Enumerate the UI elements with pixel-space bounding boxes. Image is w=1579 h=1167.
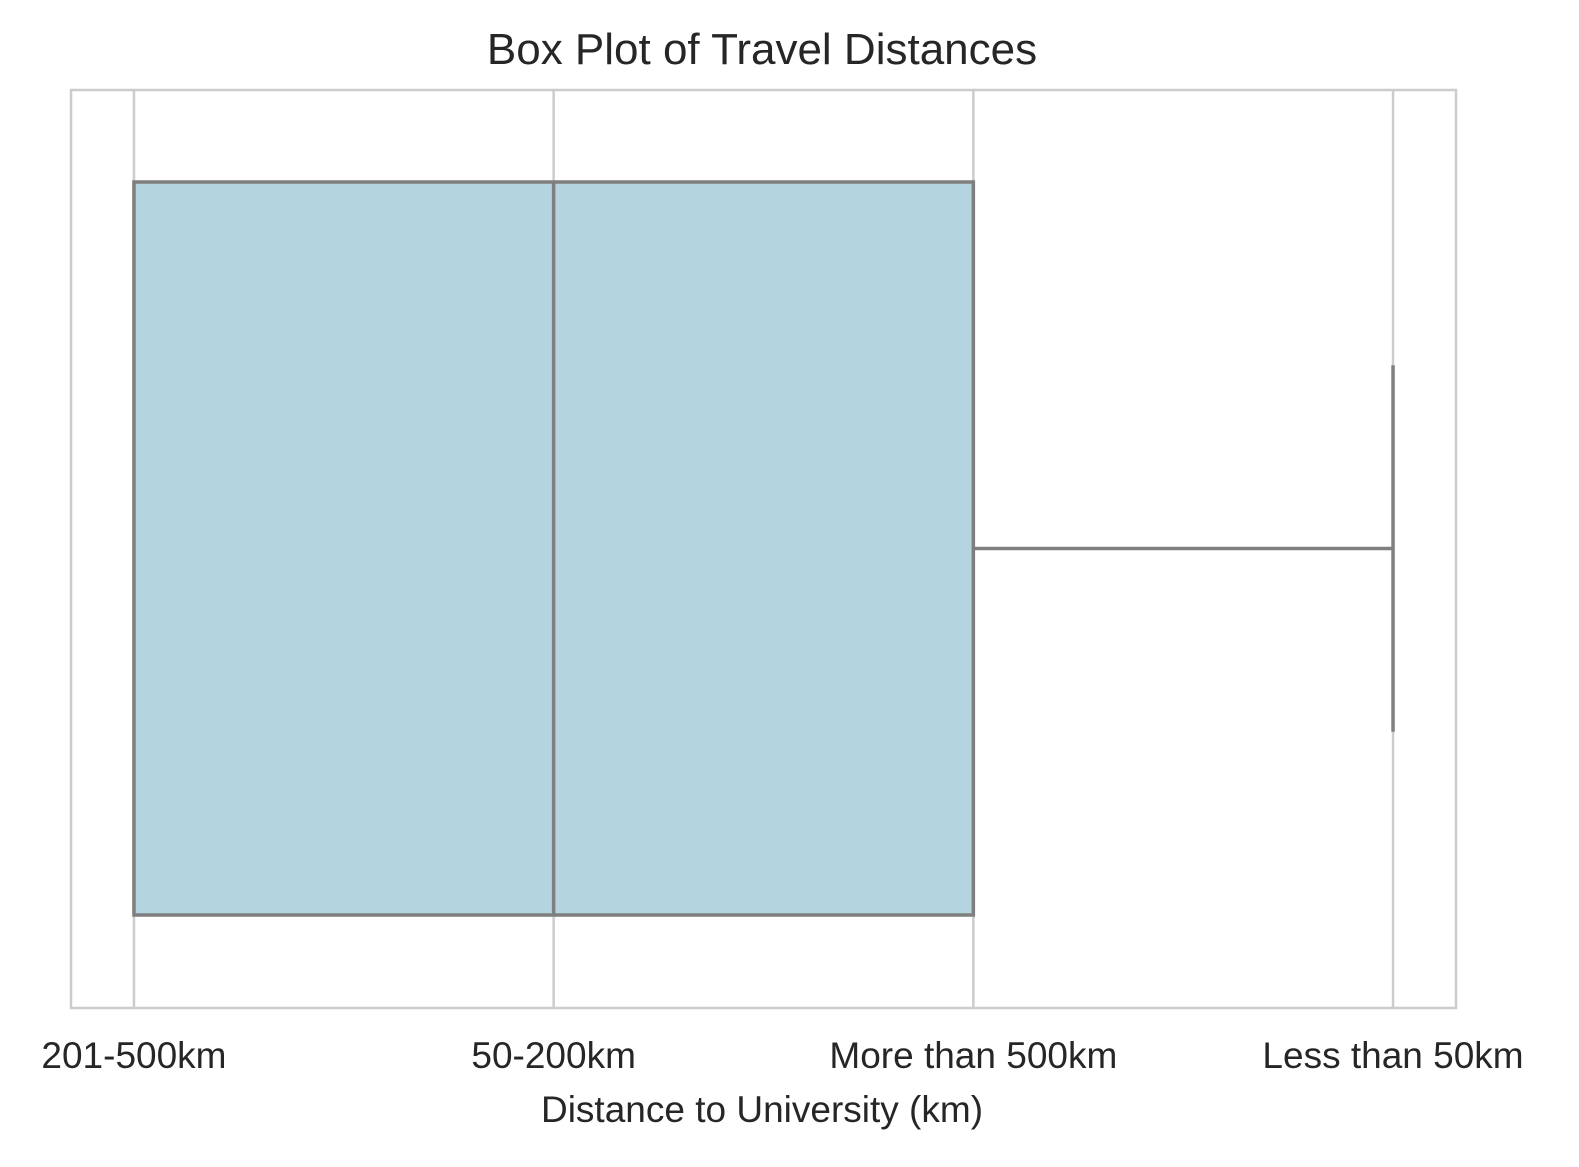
chart-title: Box Plot of Travel Distances <box>487 25 1037 74</box>
x-tick-label: 201-500km <box>41 1035 226 1076</box>
box-plot-series <box>132 180 1395 917</box>
x-tick-label: Less than 50km <box>1262 1035 1523 1076</box>
x-axis-label: Distance to University (km) <box>541 1089 983 1130</box>
x-tick-label: More than 500km <box>829 1035 1117 1076</box>
x-tick-labels: 201-500km 50-200km More than 500km Less tha… <box>41 1035 1523 1076</box>
plot-frame <box>69 88 1458 1010</box>
x-tick-label: 50-200km <box>471 1035 636 1076</box>
